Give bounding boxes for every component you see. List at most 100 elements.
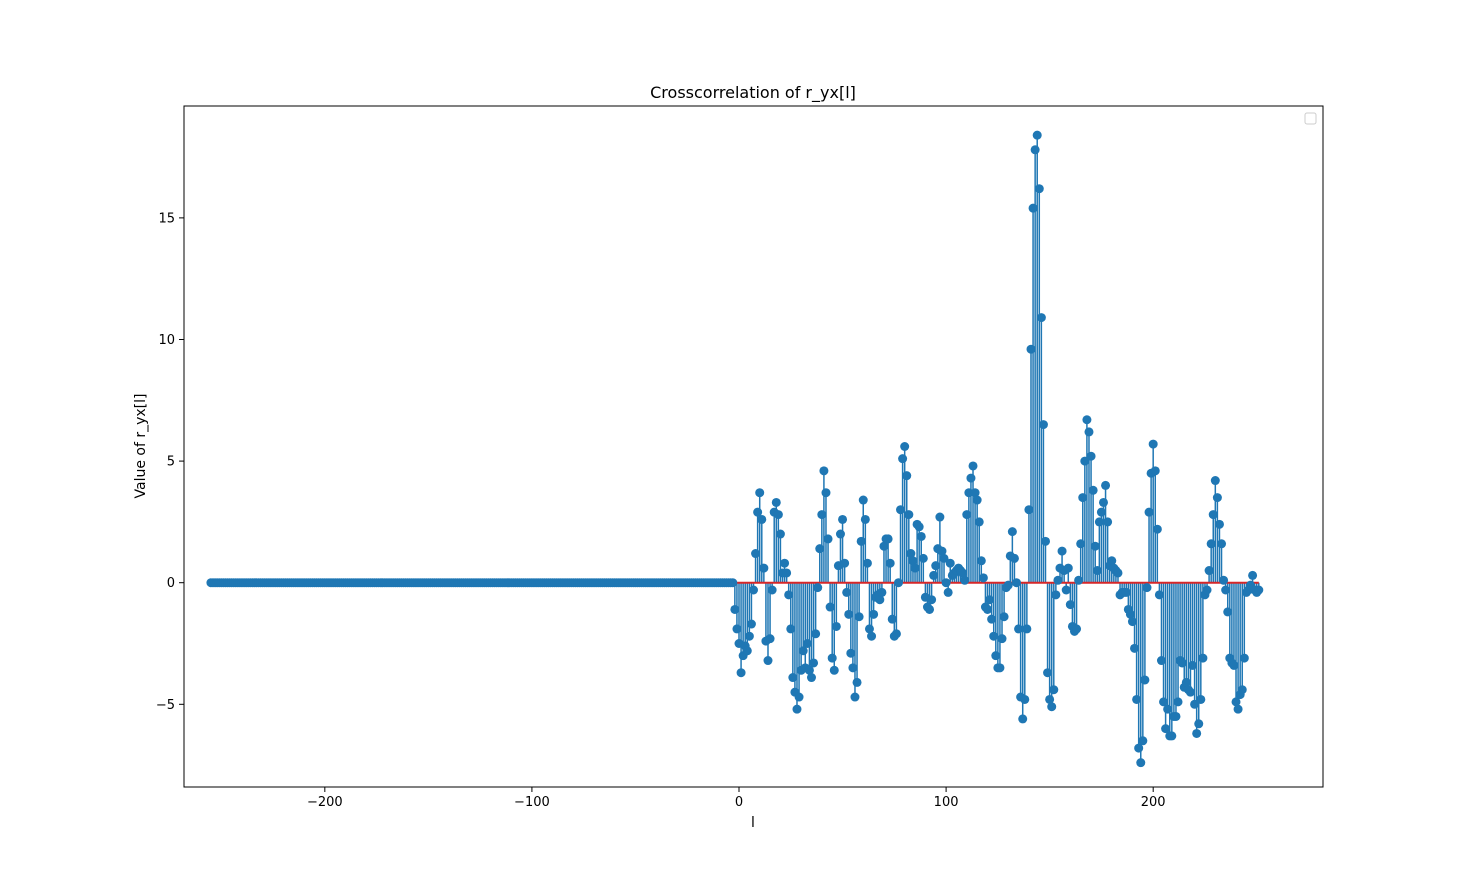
stem-marker (765, 634, 775, 644)
y-tick-label: −5 (156, 698, 175, 713)
stem-marker (767, 585, 777, 595)
x-tick-label: −200 (307, 795, 343, 810)
stem-marker (1080, 456, 1090, 466)
stem-marker (813, 583, 823, 593)
stem-marker (763, 656, 773, 666)
y-axis-label: Value of r_yx[l] (133, 394, 149, 499)
stem-marker (782, 568, 792, 578)
stem-marker (927, 595, 937, 605)
stem-marker (1061, 585, 1071, 595)
stem-marker (1134, 743, 1144, 753)
stem-marker (869, 609, 879, 619)
stem-marker (811, 629, 821, 639)
stem-marker (904, 510, 914, 520)
stem-marker (759, 563, 769, 573)
stem-marker (1096, 507, 1106, 517)
stem-marker (958, 568, 968, 578)
stem-marker (1219, 575, 1229, 585)
stem-marker (1014, 624, 1024, 634)
y-tick-label: 10 (158, 333, 175, 348)
stem-marker (999, 612, 1009, 622)
stem-marker (1090, 541, 1100, 551)
stem-marker (1194, 719, 1204, 729)
stem-marker (1003, 580, 1013, 590)
stem-marker (1012, 578, 1022, 588)
stem-marker (852, 677, 862, 687)
x-tick-label: 200 (1141, 795, 1166, 810)
stem-marker (935, 512, 945, 522)
stem-marker (1138, 736, 1148, 746)
stem-marker (1018, 714, 1028, 724)
stem-marker (1167, 731, 1177, 741)
stem-marker (786, 624, 796, 634)
stem-marker (931, 561, 941, 571)
stem-marker (1101, 480, 1111, 490)
stem-marker (1007, 527, 1017, 537)
stem-marker (846, 648, 856, 658)
stem-marker (840, 558, 850, 568)
stem-marker (1217, 539, 1227, 549)
plot-area (184, 106, 1323, 787)
stem-marker (941, 578, 951, 588)
stem-marker (914, 522, 924, 532)
stem-marker (1206, 539, 1216, 549)
stem-marker (1107, 556, 1117, 566)
marker-series (206, 130, 1264, 768)
stem-marker (1248, 570, 1258, 580)
stem-marker (991, 651, 1001, 661)
stem-marker (1212, 493, 1222, 503)
stem-marker (809, 658, 819, 668)
stem-marker (862, 558, 872, 568)
stem-marker (730, 604, 740, 614)
y-axis: −5 0 5 10 15 (156, 211, 184, 713)
stem-marker (945, 558, 955, 568)
x-tick-label: 100 (934, 795, 959, 810)
stem-marker (964, 488, 974, 498)
stem-marker (877, 587, 887, 597)
stem-marker (1078, 493, 1088, 503)
stem-marker (978, 573, 988, 583)
stem-marker (1233, 704, 1243, 714)
stem-marker (1088, 485, 1098, 495)
stem-marker (1190, 699, 1200, 709)
stem-marker (1036, 313, 1046, 323)
stem-marker (925, 604, 935, 614)
stem-marker (883, 534, 893, 544)
stem-marker (997, 634, 1007, 644)
stem-marker (985, 595, 995, 605)
stem-marker (1192, 728, 1202, 738)
stem-marker (1237, 685, 1247, 695)
stem-marker (1150, 466, 1160, 476)
stem-marker (1204, 566, 1214, 576)
stem-marker (1072, 624, 1082, 634)
stem-marker (728, 578, 738, 588)
stem-marker (929, 570, 939, 580)
stem-marker (1009, 553, 1019, 563)
stem-marker (968, 461, 978, 471)
stem-marker (875, 595, 885, 605)
stem-marker (831, 621, 841, 631)
stem-marker (821, 488, 831, 498)
stem-marker (1098, 497, 1108, 507)
stem-marker (1196, 694, 1206, 704)
stem-marker (1223, 607, 1233, 617)
stem-marker (1132, 694, 1142, 704)
stem-marker (1040, 536, 1050, 546)
stem-marker (1043, 668, 1053, 678)
stem-marker (987, 614, 997, 624)
stem-marker (1177, 658, 1187, 668)
stem-marker (1024, 505, 1034, 515)
stem-marker (1161, 724, 1171, 734)
stem-marker (1208, 510, 1218, 520)
stem-marker (827, 653, 837, 663)
stem-marker (1202, 585, 1212, 595)
stem-marker (1185, 687, 1195, 697)
stem-marker (1254, 585, 1264, 595)
stem-marker (943, 587, 953, 597)
stem-marker (908, 556, 918, 566)
stem-marker (1210, 476, 1220, 486)
stem-marker (1026, 344, 1036, 354)
stem-marker (1020, 694, 1030, 704)
legend-box[interactable] (1304, 112, 1317, 125)
stem-marker (939, 553, 949, 563)
